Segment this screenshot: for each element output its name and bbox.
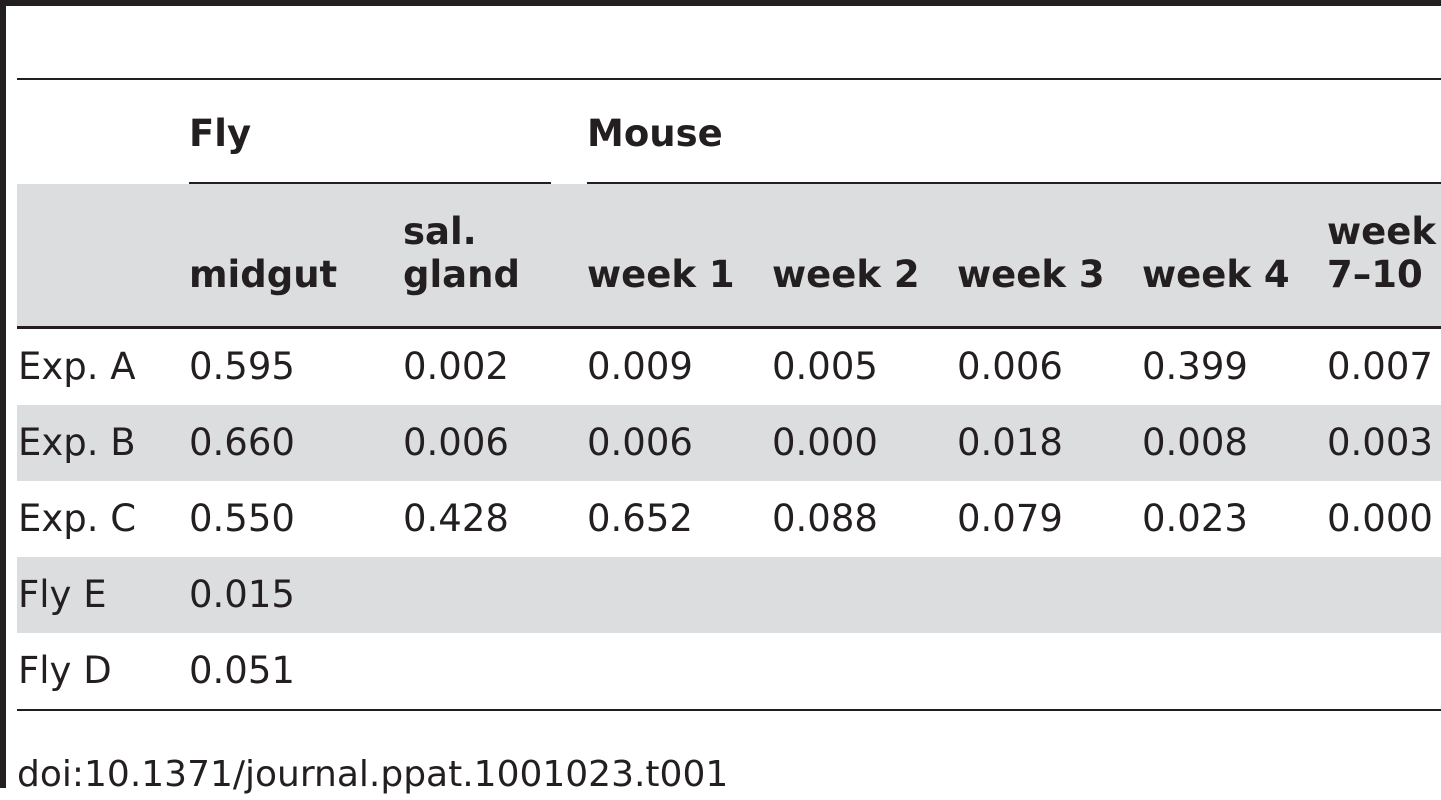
table-row: Exp. A 0.595 0.002 0.009 0.005 0.006 0.399 0.00… [17, 329, 1441, 405]
table-row: Fly E 0.015 [17, 557, 1441, 633]
row-label: Exp. B [18, 421, 136, 464]
table-cell: 0.007 [1327, 345, 1433, 388]
column-header-week-3: week 3 [957, 253, 1105, 296]
table-cell: 0.018 [957, 421, 1063, 464]
group-header-row: Fly Mouse [17, 80, 1441, 184]
table-row: Exp. B 0.660 0.006 0.006 0.000 0.018 0.008 0.00… [17, 405, 1441, 481]
table-cell: 0.051 [189, 649, 295, 692]
left-border [0, 0, 6, 788]
column-header-sal-gland: sal. gland [403, 210, 520, 296]
table-top-rule [17, 78, 1441, 80]
header-bottom-rule [17, 326, 1441, 329]
table-cell: 0.006 [957, 345, 1063, 388]
column-header-week-4: week 4 [1142, 253, 1290, 296]
column-header-week-1: week 1 [587, 253, 735, 296]
row-label: Exp. A [18, 345, 136, 388]
table-cell: 0.009 [587, 345, 693, 388]
group-fly-rule [189, 182, 551, 184]
table-cell: 0.428 [403, 497, 509, 540]
column-header-midgut: midgut [189, 253, 338, 296]
table-cell: 0.652 [587, 497, 693, 540]
table-cell: 0.660 [189, 421, 295, 464]
group-mouse-label: Mouse [587, 112, 723, 155]
table-cell: 0.008 [1142, 421, 1248, 464]
table-cell: 0.003 [1327, 421, 1433, 464]
table-cell: 0.002 [403, 345, 509, 388]
group-mouse-rule [587, 182, 1441, 184]
data-table: Fly Mouse midgut sal. gland week 1 week 2… [17, 78, 1441, 711]
table-row: Fly D 0.051 [17, 633, 1441, 709]
group-fly-label: Fly [189, 112, 252, 155]
table-cell: 0.015 [189, 573, 295, 616]
table-cell: 0.079 [957, 497, 1063, 540]
table-cell: 0.023 [1142, 497, 1248, 540]
table-cell: 0.005 [772, 345, 878, 388]
row-label: Exp. C [18, 497, 137, 540]
row-label: Fly E [18, 573, 107, 616]
table-body: Exp. A 0.595 0.002 0.009 0.005 0.006 0.399 0.00… [17, 329, 1441, 709]
doi-caption: doi:10.1371/journal.ppat.1001023.t001 [17, 754, 729, 795]
top-border [0, 0, 1441, 6]
column-header-week-7-10: week 7–10 [1327, 210, 1436, 296]
table-cell: 0.088 [772, 497, 878, 540]
table-row: Exp. C 0.550 0.428 0.652 0.088 0.079 0.023 0.00… [17, 481, 1441, 557]
row-label: Fly D [18, 649, 112, 692]
table-cell: 0.399 [1142, 345, 1248, 388]
table-cell: 0.550 [189, 497, 295, 540]
table-cell: 0.006 [587, 421, 693, 464]
column-header-week-2: week 2 [772, 253, 920, 296]
table-cell: 0.000 [1327, 497, 1433, 540]
table-cell: 0.000 [772, 421, 878, 464]
table-bottom-rule [17, 709, 1441, 711]
column-header-row: midgut sal. gland week 1 week 2 week 3 we… [17, 184, 1441, 326]
table-cell: 0.595 [189, 345, 295, 388]
table-cell: 0.006 [403, 421, 509, 464]
